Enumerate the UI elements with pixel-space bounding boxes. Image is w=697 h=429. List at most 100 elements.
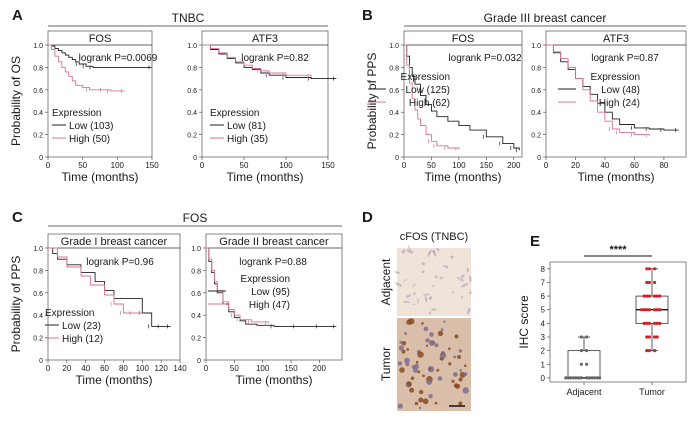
- km-curve-low: [546, 44, 679, 131]
- y-tick-label: 0.6: [531, 88, 541, 95]
- legend-title: Expression: [241, 274, 290, 285]
- ihc-nucleus: [430, 308, 437, 311]
- data-point: [647, 280, 652, 285]
- y-tick-label: 0: [39, 358, 43, 365]
- ihc-nucleus: [421, 262, 426, 266]
- y-tick-label: 0.4: [531, 110, 541, 117]
- plot-title: ATF3: [252, 33, 278, 45]
- ihc-nucleus: [440, 328, 444, 332]
- ihc-nucleus: [460, 274, 465, 279]
- ihc-nucleus: [422, 293, 430, 296]
- y-tick-label: 0.8: [33, 65, 43, 72]
- data-point: [590, 376, 594, 380]
- ihc-nucleus: [428, 296, 433, 301]
- ihc-nucleus: [401, 341, 407, 346]
- ihc-nucleus: [415, 360, 419, 364]
- x-tick-label: 0: [200, 161, 205, 170]
- y-tick-label: 1.0: [389, 43, 399, 50]
- ihc-nucleus: [461, 295, 464, 299]
- x-tick-label: 100: [452, 161, 466, 170]
- ihc-nucleus: [406, 319, 412, 325]
- y-tick-label: 0.6: [33, 291, 43, 298]
- ihc-nucleus: [462, 387, 469, 394]
- x-tick-label: 40: [81, 364, 90, 373]
- data-point: [577, 376, 581, 380]
- plot-title: FOS: [452, 33, 475, 45]
- y-tick-label: 0: [395, 155, 399, 162]
- km-plot-c1: Grade I breast cancer 0 20 40 60 80 100 120 140 0…: [9, 233, 187, 387]
- legend-entry: High (12): [62, 334, 103, 345]
- data-point: [569, 376, 573, 380]
- ihc-nucleus: [423, 326, 429, 332]
- ihc-nucleus: [445, 265, 449, 269]
- x-tick-label: 50: [240, 161, 249, 170]
- data-point: [642, 321, 646, 325]
- plot-frame: [205, 247, 343, 361]
- y-axis-label: IHC score: [517, 295, 531, 349]
- y-tick-label: 0.4: [33, 110, 43, 117]
- y-tick-label: 8: [541, 265, 546, 274]
- x-tick-label: 60: [100, 364, 109, 373]
- data-point: [655, 321, 659, 325]
- y-tick-label: 0.2: [389, 133, 399, 140]
- y-tick-label: 0.8: [191, 268, 201, 275]
- data-point: [645, 335, 649, 339]
- ihc-nucleus: [450, 255, 454, 259]
- ihc-nucleus: [440, 352, 447, 359]
- data-point: [585, 362, 589, 366]
- plot-title: Grade I breast cancer: [61, 236, 168, 248]
- ihc-nucleus: [458, 349, 463, 353]
- legend-title: Expression: [52, 108, 101, 119]
- ihc-adjacent-image: [397, 248, 471, 316]
- data-point: [579, 376, 584, 380]
- ihc-nucleus: [406, 381, 412, 387]
- km-curve-high: [48, 44, 125, 92]
- ihc-nucleus: [458, 401, 463, 406]
- ihc-nucleus: [428, 340, 435, 346]
- ihc-nucleus: [466, 307, 471, 315]
- km-curve-low: [404, 44, 520, 151]
- logrank-stat: logrank P=0.032: [448, 53, 522, 64]
- legend-title: Expression: [591, 72, 640, 83]
- ihc-nucleus: [442, 265, 447, 268]
- box-iqr: [567, 350, 601, 379]
- ihc-nucleus: [432, 284, 435, 288]
- ihc-nucleus: [469, 275, 472, 283]
- km-curve-high: [202, 44, 312, 77]
- x-axis-label: Time (months): [425, 170, 502, 184]
- box-plot-e: 0 1 2 3 4 5 6 7 8 IHC score Adjacent Tumor ****: [517, 244, 687, 397]
- data-point: [655, 308, 659, 312]
- y-tick-label: 0.4: [389, 110, 399, 117]
- data-point: [658, 321, 662, 325]
- data-point: [640, 308, 644, 312]
- data-point: [645, 321, 649, 325]
- x-tick-label: 20: [62, 364, 71, 373]
- data-point: [564, 376, 568, 380]
- km-plot-c2: Grade II breast cancer 0 50 100 150 200 0 0.2 0.…: [191, 233, 343, 387]
- ihc-nucleus: [405, 294, 412, 298]
- ihc-nucleus: [404, 357, 410, 364]
- data-point: [585, 335, 589, 339]
- legend-entry: Low (23): [62, 321, 101, 332]
- ihc-nucleus: [417, 370, 421, 374]
- x-tick-label: Tumor: [639, 387, 665, 397]
- x-tick-label: 100: [136, 364, 150, 373]
- ihc-nucleus: [425, 344, 429, 347]
- km-curve-low: [48, 44, 152, 68]
- ihc-nucleus: [421, 270, 425, 274]
- y-tick-label: 0.6: [33, 88, 43, 95]
- y-tick-label: 7: [541, 278, 546, 287]
- plot-title: Grade II breast cancer: [219, 236, 329, 248]
- y-tick-label: 0.8: [187, 65, 197, 72]
- legend-entry: High (50): [69, 134, 110, 145]
- panel-letter-e: E: [530, 233, 540, 250]
- panel-letter-b: B: [362, 7, 373, 24]
- logrank-stat: logrank P=0.0069: [79, 53, 158, 64]
- ihc-nucleus: [397, 403, 403, 409]
- ihc-nucleus: [395, 282, 402, 287]
- y-tick-label: 0.2: [187, 133, 197, 140]
- ihc-nucleus: [463, 372, 468, 376]
- data-point: [647, 349, 652, 353]
- data-point: [645, 308, 649, 312]
